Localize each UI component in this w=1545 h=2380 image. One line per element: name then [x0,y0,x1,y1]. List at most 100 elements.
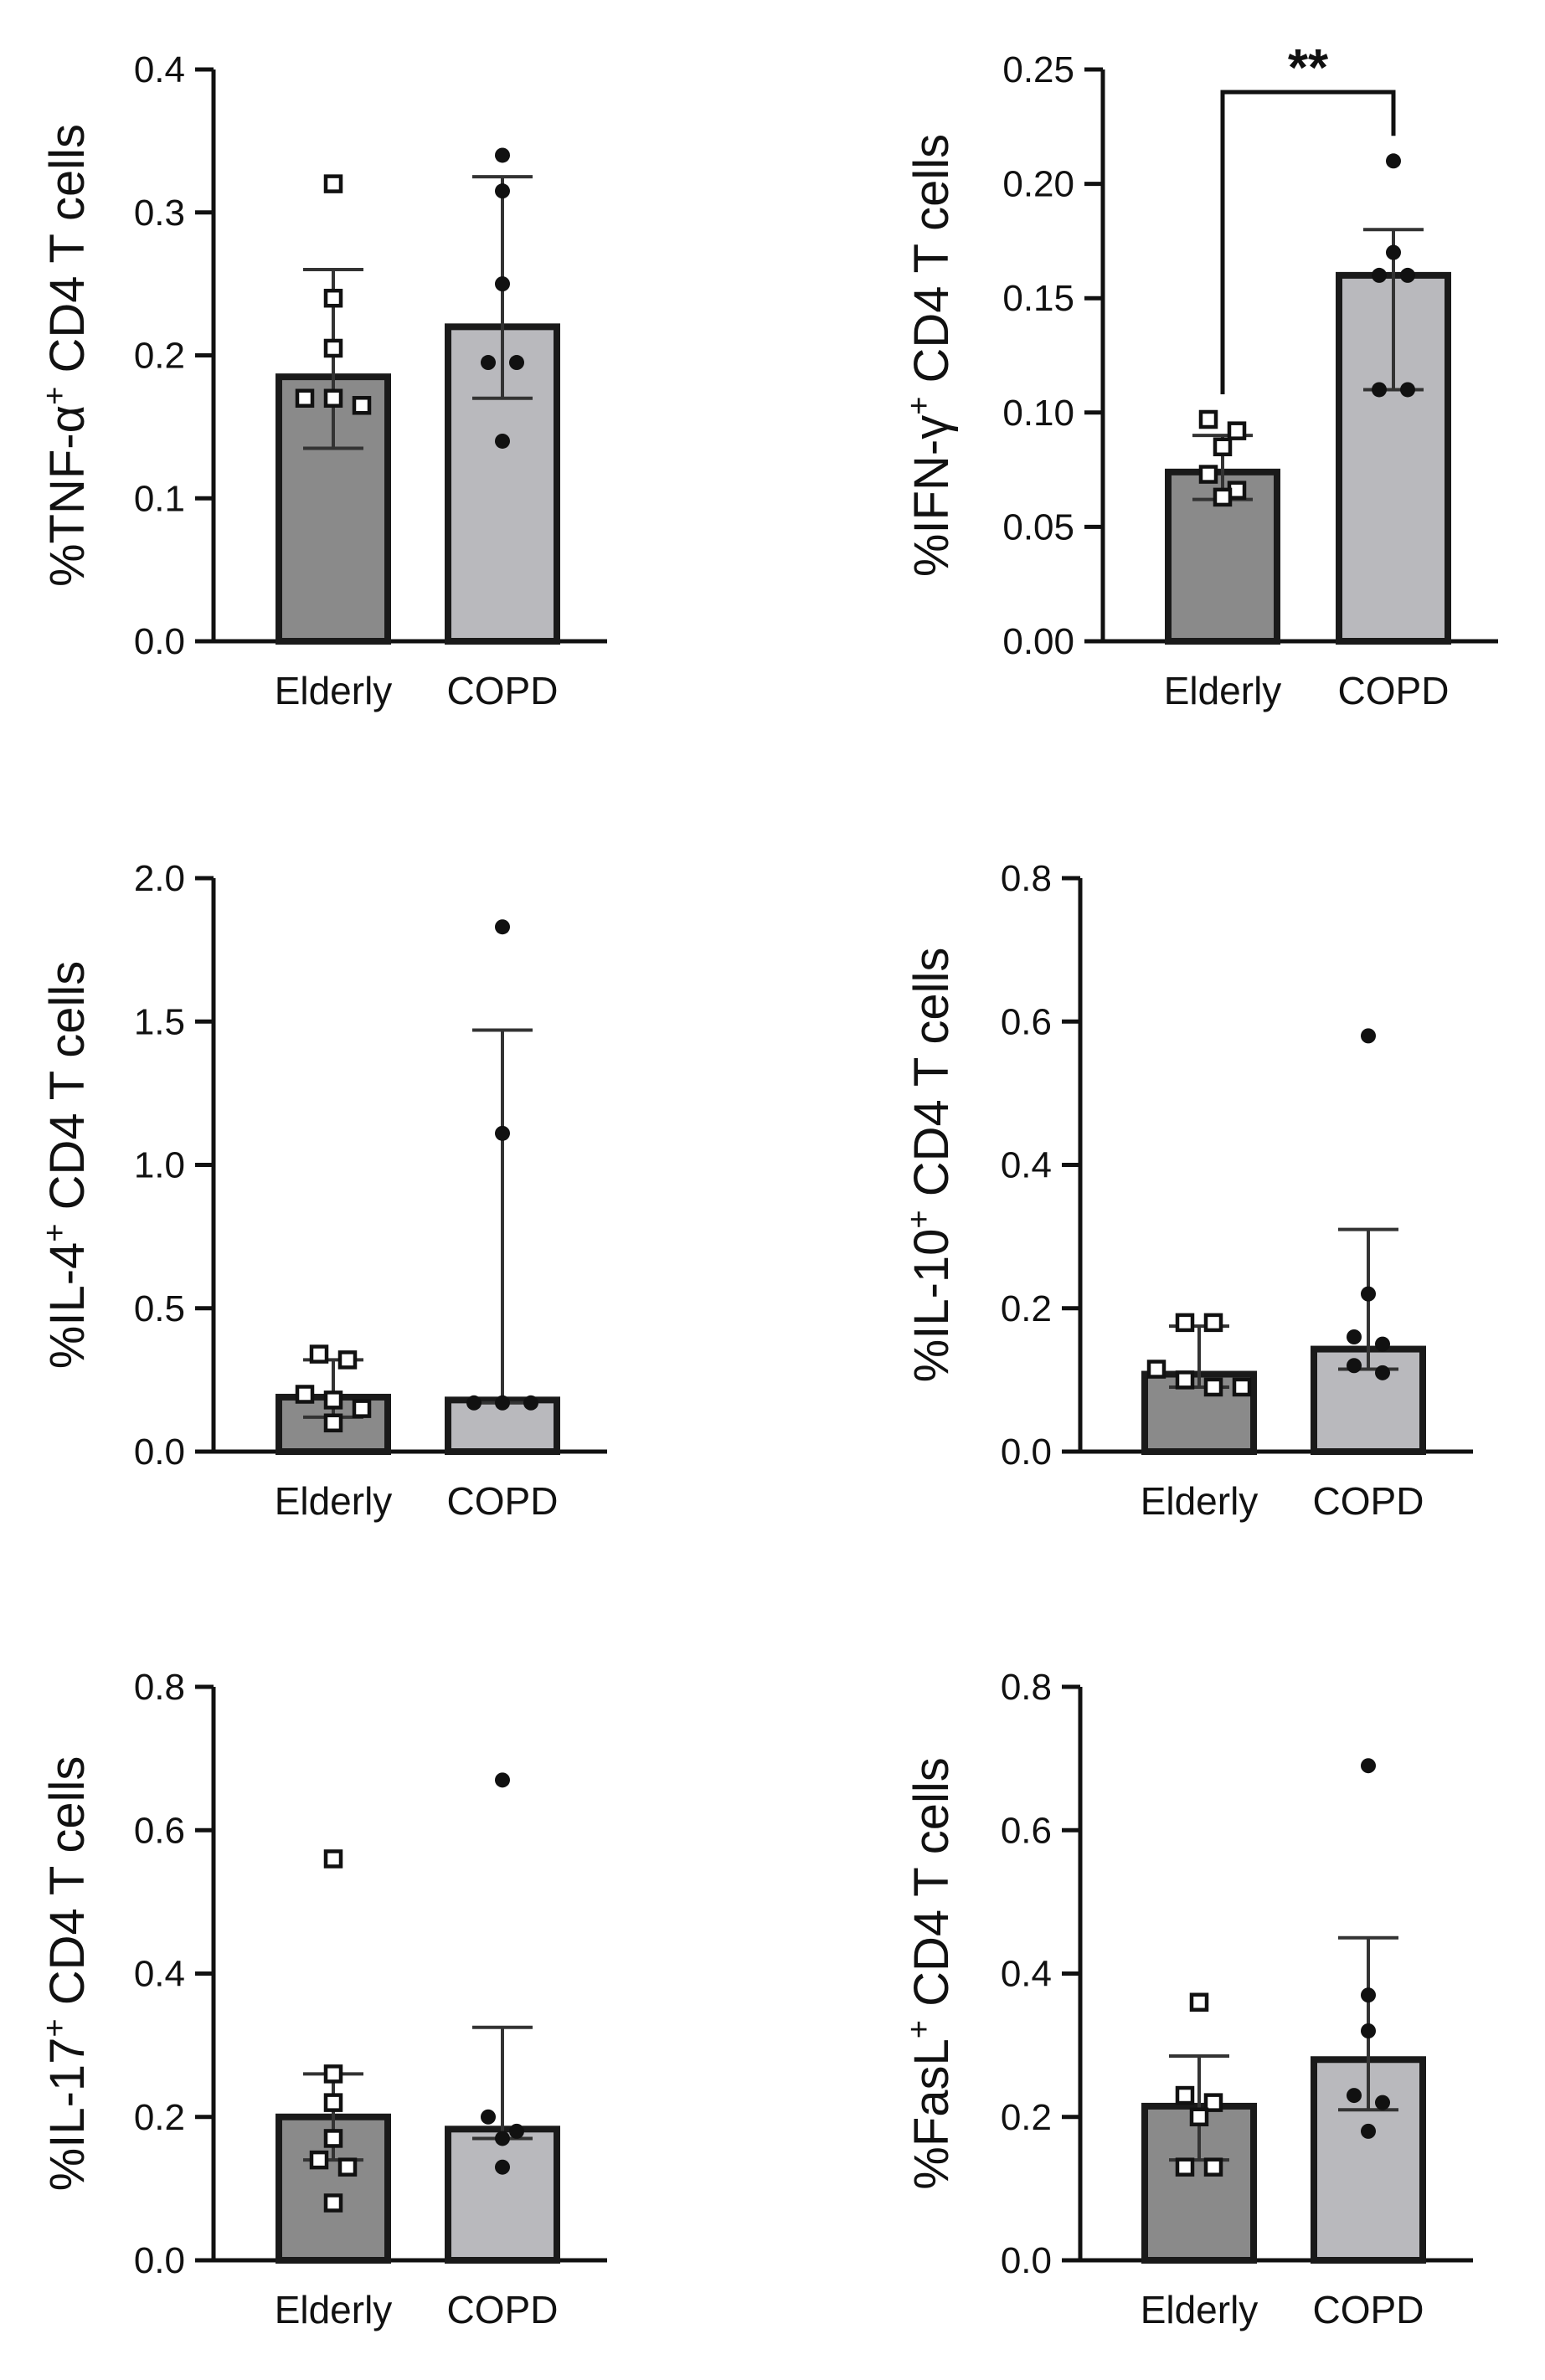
data-point-copd [1400,382,1415,398]
y-tick-label: 0.4 [134,1954,185,1995]
data-point-copd [466,1395,482,1411]
y-tick-label: 0.0 [134,2240,185,2281]
chart-panel-1: 0.0 0.1 0.2 0.3 0.4 %TNF-α+ CD4 T cells Elderl… [38,49,607,712]
y-axis-title-rest: CD4 T cells [904,134,959,397]
data-point-copd [509,355,524,371]
data-point-copd [1372,382,1387,398]
y-tick-label: 1.5 [134,1001,185,1042]
data-point-copd [523,1395,538,1411]
chart-panel-6: 0.0 0.2 0.4 0.6 0.8 %FasL+ CD4 T cells Elderly… [902,1667,1473,2331]
y-tick-label: 0.6 [1001,1810,1052,1851]
y-axis-title-main: %IL-17 [40,2038,95,2192]
y-axis-title: %IL-4+ CD4 T cells [38,961,95,1369]
data-point-copd [1347,2088,1362,2104]
y-tick-label: 0.8 [1001,858,1052,899]
data-point-copd [1375,1365,1390,1380]
category-label-copd: COPD [1313,2288,1424,2331]
data-point-elderly [1175,2085,1195,2105]
data-point-elderly [1203,2157,1223,2177]
category-label-elderly: Elderly [275,669,393,712]
data-point-elderly [295,388,315,408]
category-label-elderly: Elderly [1164,669,1282,712]
data-point-elderly [323,288,343,308]
data-point-elderly [1189,1992,1209,2012]
data-point-copd [1372,267,1387,283]
y-tick-label: 0.15 [1002,278,1074,319]
y-axis-title-main: %TNF-α [40,405,95,587]
data-point-elderly [1203,1313,1223,1333]
y-tick-label: 0.8 [134,1667,185,1708]
y-tick-label: 1.0 [134,1145,185,1186]
data-point-copd [509,2123,524,2139]
y-axis-title-main: %IFN-γ [904,415,959,577]
category-label-copd: COPD [447,1479,559,1523]
y-tick-label: 0.2 [1001,1288,1052,1329]
category-label-copd: COPD [447,669,559,712]
data-point-elderly [323,388,343,408]
data-point-copd [495,919,510,935]
data-point-elderly [1175,1313,1195,1333]
data-point-elderly [323,2193,343,2213]
category-label-copd: COPD [1338,669,1450,712]
data-point-copd [495,276,510,292]
chart-panel-3: 0.0 0.5 1.0 1.5 2.0 %IL-4+ CD4 T cells Elderly… [38,858,607,1523]
data-point-elderly [337,1350,358,1370]
y-tick-label: 0.4 [1001,1954,1052,1995]
data-point-elderly [323,2064,343,2084]
data-point-copd [1375,2095,1390,2110]
y-axis-title-superscript: + [902,1210,937,1228]
category-label-copd: COPD [447,2288,559,2331]
y-axis-title-superscript: + [38,1224,73,1242]
data-point-copd [1361,2023,1376,2038]
data-point-elderly [337,2157,358,2177]
y-tick-label: 0.6 [1001,1001,1052,1042]
y-tick-label: 0.6 [134,1810,185,1851]
significance-label: ** [1288,39,1329,97]
y-axis-title: %FasL+ CD4 T cells [902,1757,959,2189]
data-point-elderly [1146,1360,1166,1379]
category-label-elderly: Elderly [275,1479,393,1523]
chart-panel-5: 0.0 0.2 0.4 0.6 0.8 %IL-17+ CD4 T cells Elderl… [38,1667,607,2331]
y-tick-label: 0.4 [134,49,185,90]
data-point-copd [495,1772,510,1788]
data-point-copd [1375,1336,1390,1352]
data-point-elderly [1213,437,1233,457]
y-tick-label: 2.0 [134,858,185,899]
data-point-elderly [1213,487,1233,507]
y-tick-label: 0.0 [1001,2240,1052,2281]
data-point-elderly [1232,1377,1252,1397]
data-point-elderly [295,1385,315,1404]
y-tick-label: 0.05 [1002,506,1074,547]
data-point-copd [495,433,510,449]
y-tick-label: 0.5 [134,1288,185,1329]
category-label-elderly: Elderly [275,2288,393,2331]
data-point-elderly [323,1849,343,1869]
data-point-copd [495,2131,510,2146]
data-point-elderly [1198,409,1218,429]
y-tick-label: 0.20 [1002,164,1074,205]
data-point-elderly [1203,2093,1223,2112]
y-tick-label: 0.4 [1001,1145,1052,1186]
data-point-elderly [1203,1377,1223,1397]
y-axis-title: %IL-17+ CD4 T cells [38,1756,95,2192]
data-point-copd [481,2109,496,2125]
data-point-elderly [1198,465,1218,484]
y-axis-title-rest: CD4 T cells [904,948,959,1211]
y-axis-title-main: %IL-10 [904,1229,959,1383]
y-axis-title-superscript: + [38,387,73,405]
data-point-copd [1347,1329,1362,1344]
data-point-copd [495,183,510,199]
y-tick-label: 0.0 [134,1432,185,1473]
y-tick-label: 0.0 [1001,1432,1052,1473]
data-point-copd [1361,1286,1376,1302]
y-tick-label: 0.25 [1002,49,1074,90]
data-point-elderly [352,396,372,415]
data-point-copd [495,1125,510,1141]
y-tick-label: 0.10 [1002,393,1074,434]
y-axis-title-superscript: + [902,397,937,415]
data-point-copd [1400,267,1415,283]
data-point-copd [1361,1987,1376,2003]
y-axis-title-main: %IL-4 [40,1242,95,1370]
data-point-copd [495,2159,510,2175]
y-axis-title-superscript: + [902,2020,937,2038]
